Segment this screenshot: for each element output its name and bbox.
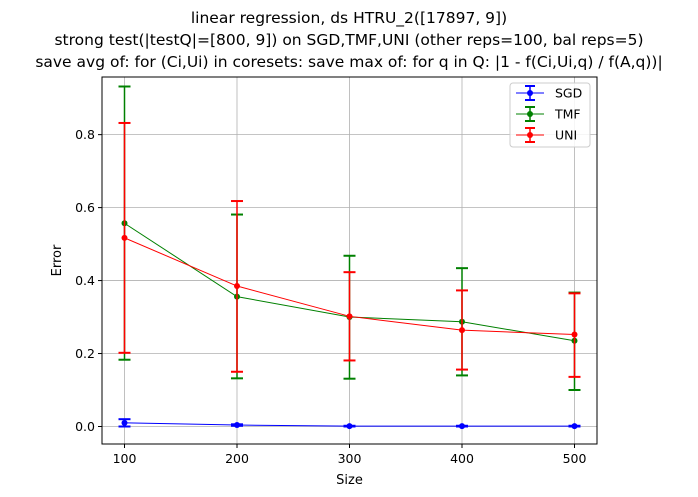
tmf-legend-marker — [527, 111, 533, 117]
uni-point — [346, 313, 353, 320]
legend: SGD TMF UNI — [509, 82, 591, 148]
x-tick-label: 200 — [225, 451, 249, 466]
y-tick-label: 0.2 — [75, 346, 95, 361]
x-tick-label: 300 — [338, 451, 362, 466]
sgd-point — [121, 419, 128, 426]
uni-point — [121, 234, 128, 241]
y-tick-label: 0.6 — [75, 200, 95, 215]
sgd-point — [234, 422, 240, 429]
x-tick-label: 500 — [563, 451, 587, 466]
uni-series — [118, 121, 581, 378]
y-tick-label: 0.0 — [75, 419, 95, 434]
sgd-point — [346, 423, 353, 430]
chart-title-line-2: strong test(|testQ|=[800, 9]) on SGD,TMF… — [54, 31, 643, 49]
x-axis-label: Size — [336, 473, 363, 488]
y-tick-label: 0.4 — [75, 273, 95, 288]
y-tick-label: 0.8 — [75, 127, 95, 142]
x-tick-label: 100 — [113, 451, 137, 466]
axis-ticks: 100 200 300 400 500 0.0 0.2 0.4 0.6 0.8 — [75, 127, 586, 466]
sgd-legend-marker — [527, 90, 533, 96]
chart-title-line-1: linear regression, ds HTRU_2([17897, 9]) — [191, 9, 507, 28]
sgd-point — [571, 423, 578, 430]
uni-legend-label: UNI — [555, 128, 577, 143]
tmf-legend-label: TMF — [554, 107, 581, 122]
sgd-series — [118, 418, 581, 430]
uni-legend-marker — [527, 132, 533, 138]
series-layer — [118, 85, 581, 430]
uni-point — [571, 331, 578, 338]
chart-title-line-3: save avg of: for (Ci,Ui) in coresets: sa… — [35, 53, 662, 71]
sgd-legend-label: SGD — [555, 86, 582, 101]
x-tick-label: 400 — [450, 451, 474, 466]
sgd-point — [459, 423, 465, 430]
y-axis-label: Error — [50, 244, 65, 276]
uni-point — [234, 283, 240, 290]
uni-point — [459, 327, 465, 334]
